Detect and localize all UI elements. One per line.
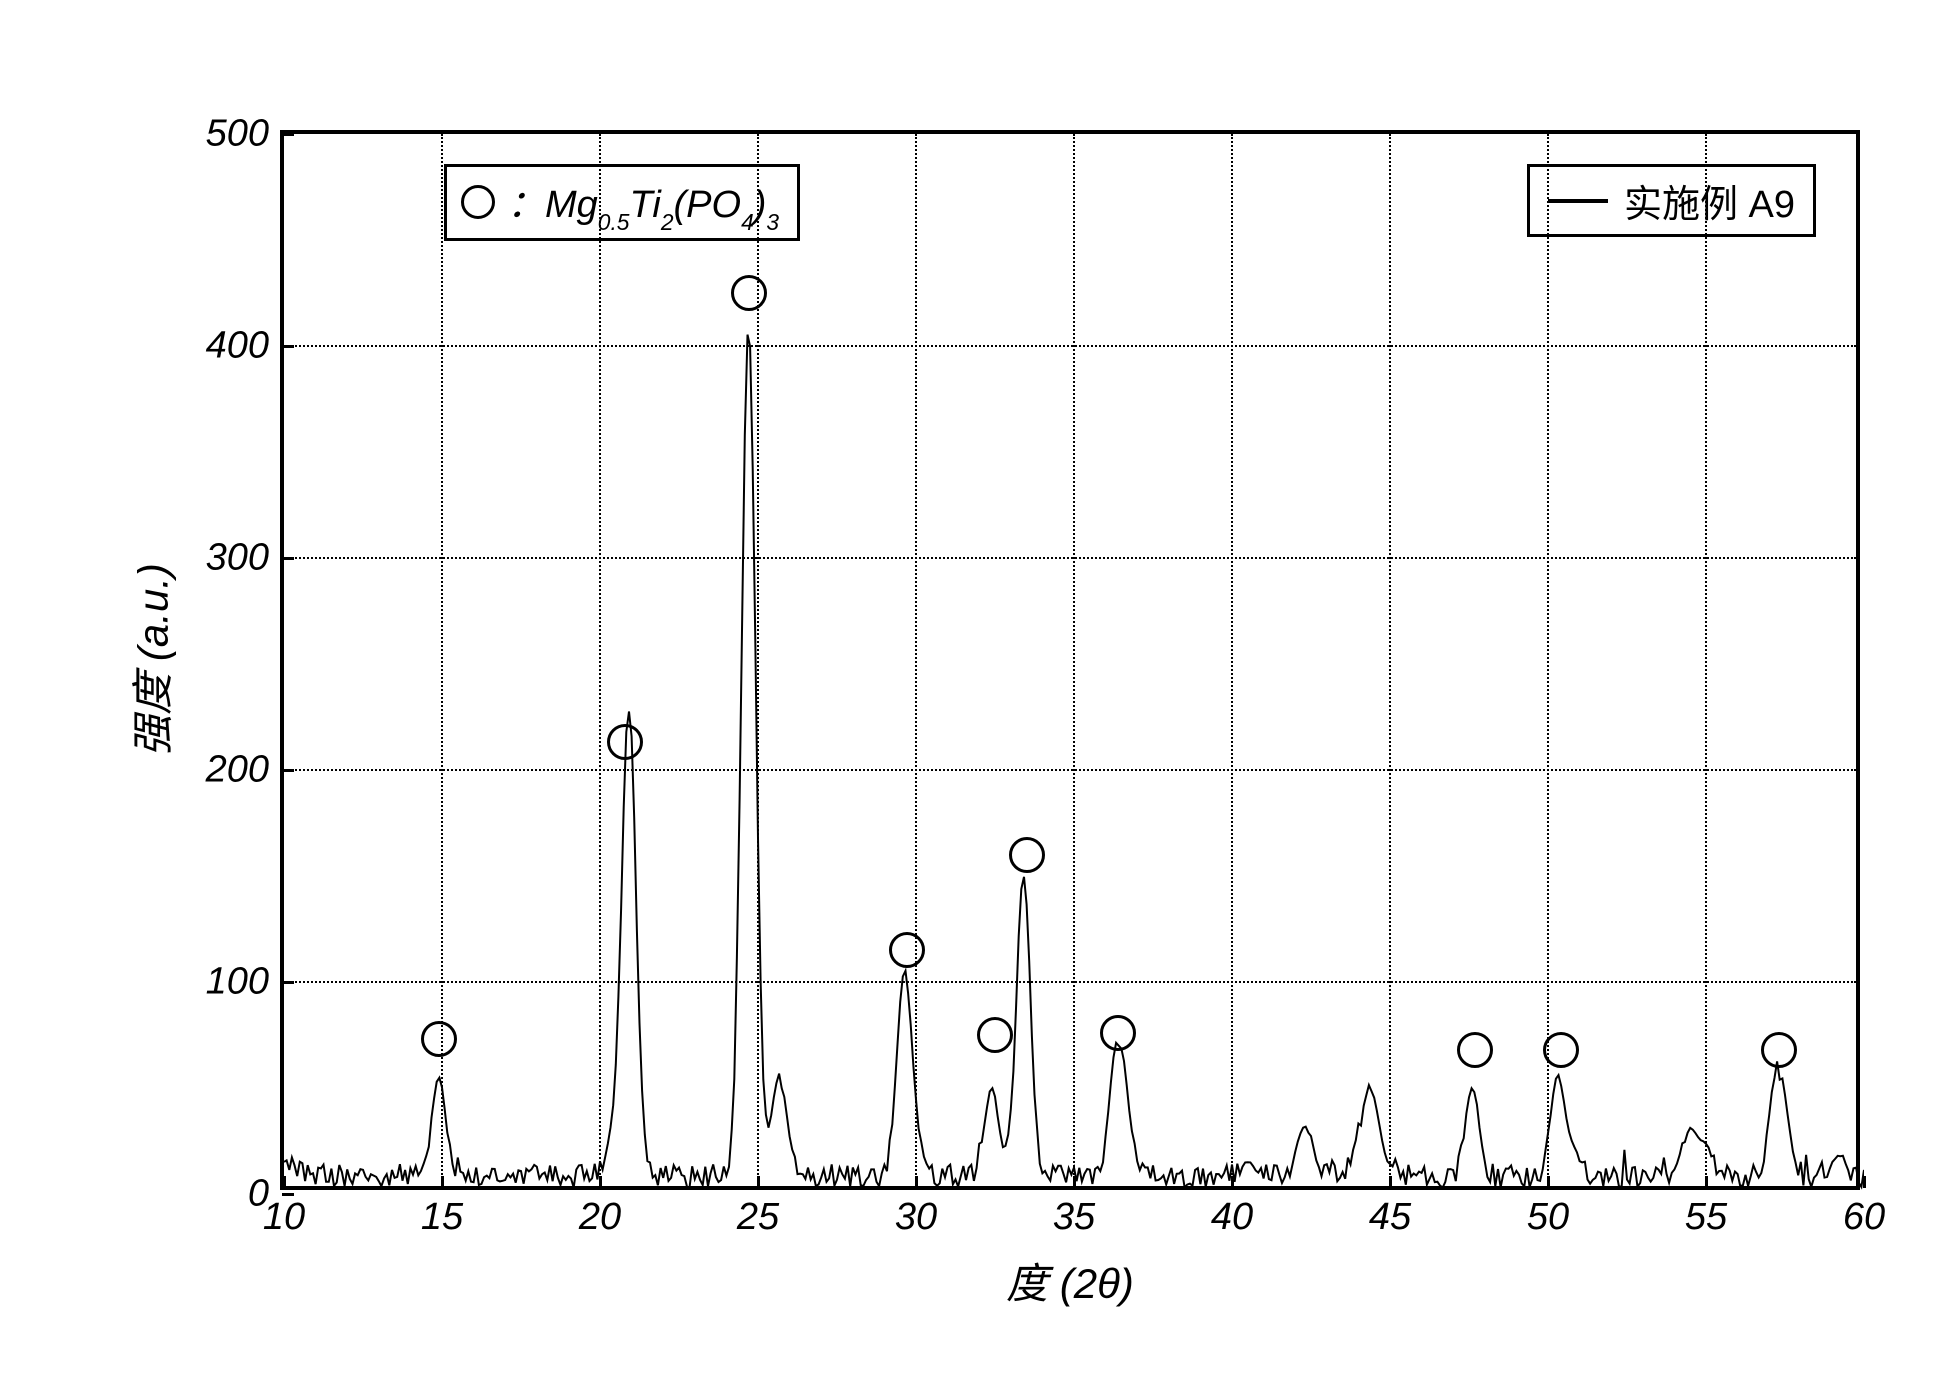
circle-marker-icon [461, 185, 495, 219]
peak-marker-circle [607, 724, 643, 760]
x-tick-label: 20 [579, 1196, 621, 1239]
grid-horizontal [284, 345, 1856, 347]
y-tick-mark [282, 345, 294, 348]
y-tick-label: 500 [206, 113, 269, 156]
y-tick-label: 100 [206, 961, 269, 1004]
y-axis-title: 强度 (a.u.) [120, 563, 181, 757]
x-tick-label: 35 [1053, 1196, 1095, 1239]
y-tick-label: 200 [206, 749, 269, 792]
x-axis-title: 度 (2θ) [1006, 1250, 1134, 1311]
grid-vertical [1705, 134, 1707, 1186]
peak-marker-circle [1543, 1032, 1579, 1068]
x-tick-mark [1547, 1176, 1550, 1188]
x-tick-mark [599, 1176, 602, 1188]
grid-vertical [599, 134, 601, 1186]
x-tick-label: 55 [1685, 1196, 1727, 1239]
plot-area: ：Mg0.5Ti2(PO4)3 实施例 A9 10152025303540455… [280, 130, 1860, 1190]
grid-horizontal [284, 981, 1856, 983]
x-tick-mark [915, 1176, 918, 1188]
grid-horizontal [284, 557, 1856, 559]
figure-container: ：Mg0.5Ti2(PO4)3 实施例 A9 10 15 20 25 30 35 40 45 5… [0, 0, 1936, 1400]
grid-vertical [1231, 134, 1233, 1186]
grid-horizontal [284, 769, 1856, 771]
grid-vertical [1389, 134, 1391, 1186]
peak-marker-circle [889, 932, 925, 968]
legend-phase-formula: ：Mg0.5Ti2(PO4)3 [507, 173, 779, 232]
x-tick-mark [1389, 1176, 1392, 1188]
y-tick-label: 0 [248, 1173, 269, 1216]
x-tick-mark [1863, 1176, 1866, 1188]
peak-marker-circle [1009, 837, 1045, 873]
legend-phase: ：Mg0.5Ti2(PO4)3 [444, 164, 800, 241]
grid-vertical [915, 134, 917, 1186]
y-tick-mark [282, 981, 294, 984]
x-tick-label: 25 [737, 1196, 779, 1239]
y-tick-label: 300 [206, 537, 269, 580]
peak-marker-circle [421, 1021, 457, 1057]
y-tick-mark [282, 769, 294, 772]
peak-marker-circle [731, 275, 767, 311]
grid-vertical [1547, 134, 1549, 1186]
line-sample-icon [1548, 199, 1608, 203]
x-tick-mark [441, 1176, 444, 1188]
x-tick-label: 15 [421, 1196, 463, 1239]
y-tick-mark [282, 133, 294, 136]
x-tick-mark [757, 1176, 760, 1188]
peak-marker-circle [977, 1017, 1013, 1053]
x-tick-mark [283, 1176, 286, 1188]
x-tick-label: 40 [1211, 1196, 1253, 1239]
chart-wrap: ：Mg0.5Ti2(PO4)3 实施例 A9 10152025303540455… [280, 130, 1860, 1190]
x-tick-mark [1705, 1176, 1708, 1188]
x-tick-mark [1231, 1176, 1234, 1188]
peak-marker-circle [1100, 1015, 1136, 1051]
y-tick-label: 400 [206, 325, 269, 368]
peak-marker-circle [1457, 1032, 1493, 1068]
y-tick-mark [282, 557, 294, 560]
x-tick-mark [1073, 1176, 1076, 1188]
y-tick-mark [282, 1193, 294, 1196]
x-tick-label: 45 [1369, 1196, 1411, 1239]
grid-vertical [1073, 134, 1075, 1186]
x-tick-label: 10 [263, 1196, 305, 1239]
peak-marker-circle [1761, 1032, 1797, 1068]
x-tick-label: 30 [895, 1196, 937, 1239]
x-tick-label: 60 [1843, 1196, 1885, 1239]
legend-series: 实施例 A9 [1527, 164, 1816, 237]
legend-series-label: 实施例 A9 [1624, 173, 1795, 228]
x-tick-label: 50 [1527, 1196, 1569, 1239]
